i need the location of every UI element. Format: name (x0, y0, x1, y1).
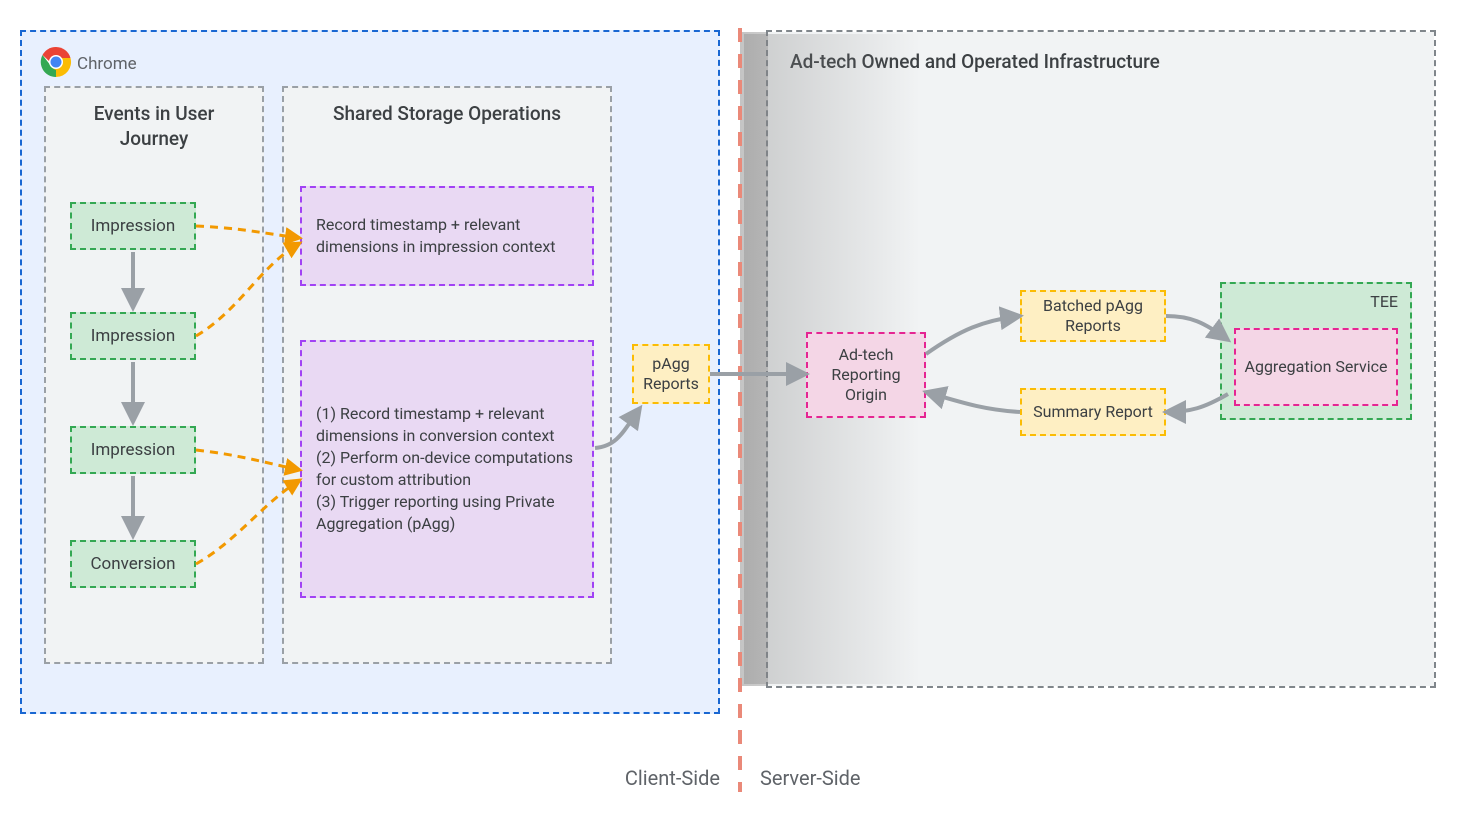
chrome-icon (40, 46, 72, 78)
batched-reports: Batched pAgg Reports (1020, 290, 1166, 342)
aggregation-service-label: Aggregation Service (1244, 330, 1388, 404)
storage-op-op1: Record timestamp + relevant dimensions i… (300, 186, 594, 286)
event-node-conv: Conversion (70, 540, 196, 588)
reporting-origin: Ad-tech Reporting Origin (806, 332, 926, 418)
event-node-label: Impression (80, 314, 186, 358)
batched-reports-label: Batched pAgg Reports (1030, 292, 1156, 340)
storage-op-text: Record timestamp + relevant dimensions i… (316, 188, 578, 284)
storage-op-text: (1) Record timestamp + relevant dimensio… (316, 342, 578, 596)
server-side-label: Server-Side (760, 766, 861, 790)
client-side-label: Client-Side (625, 766, 720, 790)
summary-report: Summary Report (1020, 388, 1166, 436)
event-node-imp2: Impression (70, 312, 196, 360)
event-node-imp1: Impression (70, 202, 196, 250)
pagg-reports-label: pAgg Reports (640, 346, 702, 402)
pagg-reports: pAgg Reports (632, 344, 710, 404)
storage-op-op2: (1) Record timestamp + relevant dimensio… (300, 340, 594, 598)
chrome-label: Chrome (77, 54, 137, 74)
events-panel-title: Events in User Journey (46, 88, 262, 151)
adtech-panel-title: Ad-tech Owned and Operated Infrastructur… (768, 32, 1434, 73)
diagram-stage: Chrome Events in User Journey Impression Im… (0, 0, 1463, 836)
aggregation-service: Aggregation Service (1234, 328, 1398, 406)
event-node-label: Conversion (80, 542, 186, 586)
tee-label: TEE (1370, 292, 1398, 311)
event-node-imp3: Impression (70, 426, 196, 474)
event-node-label: Impression (80, 204, 186, 248)
reporting-origin-label: Ad-tech Reporting Origin (816, 334, 916, 416)
summary-report-label: Summary Report (1030, 390, 1156, 434)
storage-panel-title: Shared Storage Operations (284, 88, 610, 127)
event-node-label: Impression (80, 428, 186, 472)
